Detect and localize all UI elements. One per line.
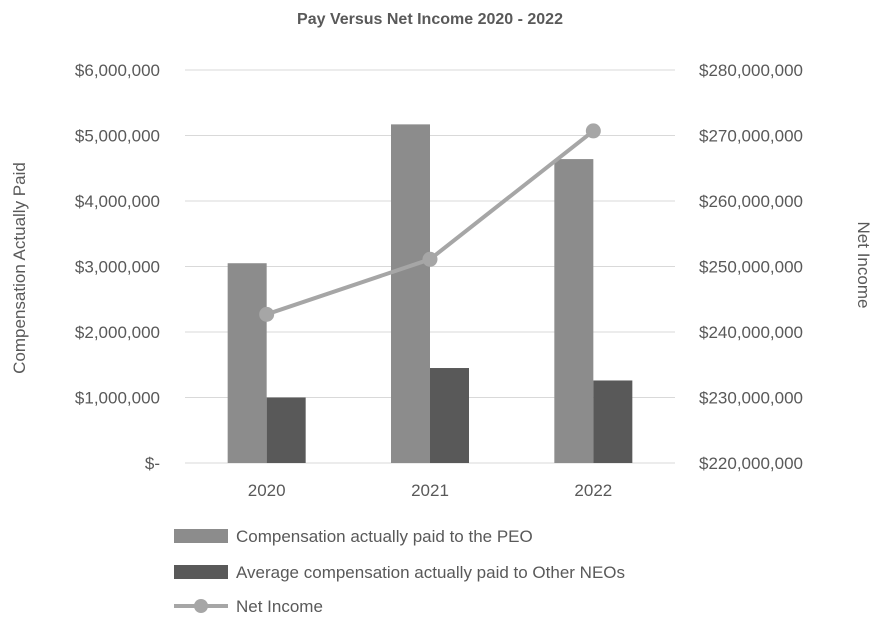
x-axis-ticks: 2020 2021 2022 — [248, 481, 612, 500]
x-tick-label: 2021 — [411, 481, 449, 500]
right-tick-label: $240,000,000 — [699, 323, 803, 342]
chart-title: Pay Versus Net Income 2020 - 2022 — [297, 11, 563, 28]
bar-other-neos-2021 — [430, 368, 469, 463]
right-axis-ticks: $220,000,000 $230,000,000 $240,000,000 $250… — [699, 61, 803, 473]
left-tick-label: $3,000,000 — [75, 258, 160, 277]
bar-peo-2022 — [554, 159, 594, 463]
right-tick-label: $220,000,000 — [699, 454, 803, 473]
x-tick-label: 2020 — [248, 481, 286, 500]
bar-peo-2021 — [391, 124, 430, 464]
right-tick-label: $250,000,000 — [699, 258, 803, 277]
bars — [227, 124, 633, 464]
left-axis-ticks: $- $1,000,000 $2,000,000 $3,000,000 $4,000,0… — [75, 61, 160, 473]
left-tick-label: $2,000,000 — [75, 323, 160, 342]
legend-label: Compensation actually paid to the PEO — [236, 527, 533, 546]
right-tick-label: $280,000,000 — [699, 61, 803, 80]
right-axis-title: Net Income — [854, 222, 873, 309]
net-income-point-2020 — [259, 306, 275, 322]
legend-label: Average compensation actually paid to Ot… — [236, 563, 625, 582]
bar-other-neos-2022 — [593, 380, 633, 463]
legend-swatch — [174, 529, 228, 543]
net-income-point-2022 — [585, 123, 601, 139]
left-axis-title: Compensation Actually Paid — [10, 162, 29, 374]
left-tick-label: $- — [145, 454, 160, 473]
left-tick-label: $5,000,000 — [75, 127, 160, 146]
right-tick-label: $230,000,000 — [699, 389, 803, 408]
left-tick-label: $6,000,000 — [75, 61, 160, 80]
legend-label: Net Income — [236, 597, 323, 616]
right-tick-label: $270,000,000 — [699, 127, 803, 146]
bar-other-neos-2020 — [266, 397, 306, 463]
bar-peo-2020 — [227, 263, 267, 463]
legend-swatch-marker — [194, 599, 208, 613]
right-tick-label: $260,000,000 — [699, 192, 803, 211]
legend-swatch — [174, 565, 228, 579]
left-tick-label: $1,000,000 — [75, 389, 160, 408]
x-tick-label: 2022 — [574, 481, 612, 500]
left-tick-label: $4,000,000 — [75, 192, 160, 211]
net-income-line — [259, 123, 601, 322]
legend: Compensation actually paid to the PEO Ave… — [174, 527, 625, 616]
net-income-point-2021 — [422, 251, 438, 267]
